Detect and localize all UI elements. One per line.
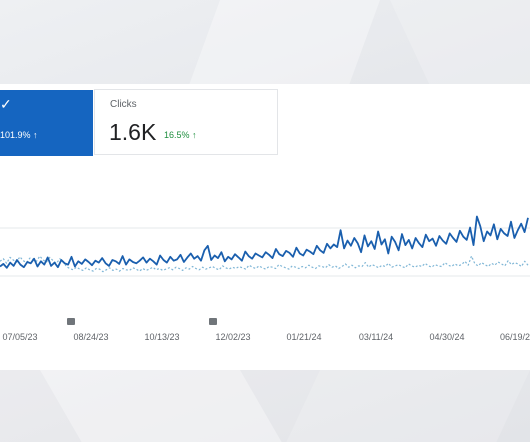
clicks-card[interactable]: Clicks 1.6K 16.5% ↑ bbox=[94, 89, 278, 155]
impressions-card[interactable]: ✓ 101.9% ↑ bbox=[0, 90, 93, 156]
clicks-change: 16.5% ↑ bbox=[164, 130, 197, 140]
chart-svg: 07/05/23 08/24/23 10/13/23 12/02/23 01/21/24… bbox=[0, 215, 530, 342]
annotation-marker-icon bbox=[209, 318, 217, 325]
chart-lines bbox=[0, 215, 529, 273]
chart-annotation-markers bbox=[67, 318, 217, 325]
x-tick-label: 08/24/23 bbox=[73, 332, 108, 342]
x-tick-label: 06/19/2 bbox=[500, 332, 530, 342]
series-line-secondary bbox=[0, 255, 529, 273]
impressions-change: 101.9% ↑ bbox=[0, 130, 38, 140]
x-tick-label: 04/30/24 bbox=[429, 332, 464, 342]
x-tick-label: 12/02/23 bbox=[215, 332, 250, 342]
clicks-value: 1.6K bbox=[109, 119, 157, 145]
x-tick-label: 03/11/24 bbox=[359, 332, 393, 342]
chart-x-ticks: 07/05/23 08/24/23 10/13/23 12/02/23 01/21/24… bbox=[2, 332, 530, 342]
chart-grid bbox=[0, 227, 530, 277]
performance-chart: 07/05/23 08/24/23 10/13/23 12/02/23 01/21/24… bbox=[0, 178, 530, 348]
x-tick-label: 07/05/23 bbox=[2, 332, 37, 342]
annotation-marker-icon bbox=[67, 318, 75, 325]
series-line-clicks bbox=[0, 215, 529, 269]
checkbox-check-icon: ✓ bbox=[0, 96, 12, 112]
x-tick-label: 01/21/24 bbox=[286, 332, 321, 342]
x-tick-label: 10/13/23 bbox=[144, 332, 179, 342]
clicks-label: Clicks bbox=[110, 99, 137, 110]
